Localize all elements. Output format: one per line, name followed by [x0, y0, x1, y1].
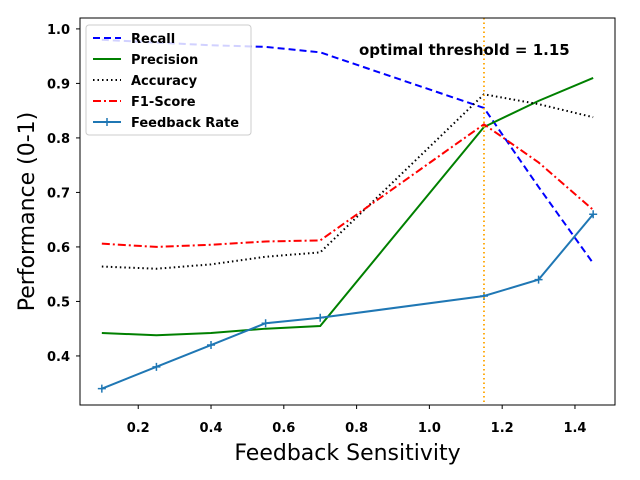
y-axis-label: Performance (0-1): [15, 112, 40, 312]
data-point-feedback-rate: [97, 384, 106, 393]
data-point-feedback-rate: [534, 275, 543, 284]
data-point-feedback-rate: [589, 210, 598, 219]
legend-box: [85, 24, 252, 136]
axes-frame: [79, 17, 616, 406]
legend-label-feedback-rate: Feedback Rate: [131, 116, 239, 131]
legend-marker-feedback-rate: [103, 118, 111, 126]
series-layer: [97, 18, 598, 405]
series-line-recall: [101, 38, 594, 264]
data-point-feedback-rate: [207, 341, 216, 350]
y-axis-ticks: 0.4 0.5 0.6 0.7 0.8 0.9 1.0: [47, 23, 80, 365]
x-tick-label: 1.2: [491, 421, 514, 436]
legend-label-precision: Precision: [131, 53, 198, 68]
x-axis-ticks: 0.2 0.4 0.6 0.8 1.0 1.2 1.4: [127, 405, 586, 436]
data-point-feedback-rate: [261, 319, 270, 328]
series-line-f1-score: [101, 123, 594, 248]
y-tick-label: 0.9: [47, 77, 70, 92]
legend-label-f1-score: F1-Score: [131, 95, 196, 110]
series-line-precision: [101, 77, 594, 337]
x-axis-label: Feedback Sensitivity: [234, 441, 460, 466]
y-tick-label: 1.0: [47, 23, 70, 38]
legend: Recall Precision Accuracy F1-Score Feedback …: [85, 24, 252, 136]
series-line-feedback-rate: [101, 213, 594, 390]
x-tick-label: 0.6: [272, 421, 295, 436]
y-tick-label: 0.8: [47, 132, 70, 147]
optimal-threshold-annotation: optimal threshold = 1.15: [359, 41, 570, 59]
x-tick-label: 0.4: [200, 421, 223, 436]
x-tick-label: 0.8: [345, 421, 368, 436]
legend-label-recall: Recall: [131, 32, 175, 47]
y-tick-label: 0.4: [47, 350, 70, 365]
y-tick-label: 0.6: [47, 241, 70, 256]
y-tick-label: 0.7: [47, 186, 70, 201]
y-tick-label: 0.5: [47, 295, 70, 310]
series-line-accuracy: [101, 93, 594, 270]
legend-label-accuracy: Accuracy: [131, 74, 198, 89]
x-tick-label: 1.4: [563, 421, 586, 436]
data-point-feedback-rate: [316, 313, 325, 322]
x-tick-label: 0.2: [127, 421, 150, 436]
data-point-feedback-rate: [152, 362, 161, 371]
x-tick-label: 1.0: [418, 421, 441, 436]
